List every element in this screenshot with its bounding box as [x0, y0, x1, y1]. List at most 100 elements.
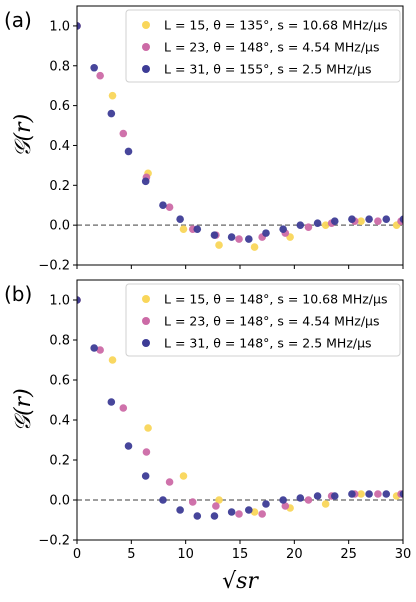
data-point-series-2 [235, 235, 243, 243]
data-point-series-3 [90, 344, 98, 352]
data-point-series-3 [245, 506, 253, 514]
data-point-series-3 [262, 500, 270, 508]
data-point-series-2 [374, 490, 382, 498]
x-axis-label: √sr [222, 569, 259, 594]
legend-entry-label: L = 31, θ = 155°, s = 2.5 MHz/µs [164, 62, 372, 77]
legend-entry-label: L = 31, θ = 148°, s = 2.5 MHz/µs [164, 336, 372, 351]
data-point-series-1 [357, 217, 365, 225]
data-point-series-3 [176, 506, 184, 514]
y-tick-label: 0.0 [49, 219, 70, 234]
data-point-series-3 [365, 490, 373, 498]
legend-entry-label: L = 23, θ = 148°, s = 4.54 MHz/µs [164, 314, 380, 329]
legend-marker [142, 339, 150, 347]
data-point-series-3 [227, 233, 236, 241]
legend-entry-label: L = 15, θ = 135°, s = 10.68 MHz/µs [164, 18, 387, 33]
y-tick-label: 1.0 [49, 294, 70, 309]
data-point-series-3 [296, 221, 305, 229]
data-point-series-1 [250, 243, 259, 251]
data-point-series-1 [215, 496, 223, 504]
data-point-series-2 [374, 217, 382, 225]
legend-marker [142, 65, 150, 73]
data-point-series-1 [179, 225, 188, 233]
data-markers [77, 296, 403, 520]
data-point-series-3 [90, 63, 98, 72]
y-tick-label: 0.8 [49, 59, 70, 74]
y-axis-label: 𝒢(r) [11, 388, 36, 431]
data-point-series-3 [382, 215, 391, 223]
y-tick-label: −0.2 [38, 259, 70, 274]
data-point-series-3 [107, 398, 116, 406]
data-point-series-3 [313, 492, 322, 500]
data-point-series-3 [330, 492, 339, 500]
data-point-series-3 [159, 496, 167, 504]
data-point-series-3 [399, 490, 403, 498]
data-point-series-3 [348, 490, 356, 498]
x-tick-label: 10 [177, 547, 194, 562]
data-point-series-3 [227, 508, 236, 516]
data-point-series-2 [165, 478, 174, 486]
legend-marker [142, 21, 150, 29]
data-point-series-3 [124, 442, 133, 450]
data-point-series-2 [304, 496, 313, 504]
data-point-series-1 [108, 91, 117, 100]
y-tick-label: −0.2 [38, 534, 70, 549]
panel-label: (a) [4, 8, 32, 32]
x-tick-label: 30 [395, 547, 412, 562]
data-point-series-3 [262, 229, 270, 237]
data-point-series-3 [141, 472, 150, 480]
data-point-series-3 [159, 201, 167, 210]
data-point-series-3 [365, 215, 373, 223]
legend-box [125, 9, 401, 83]
y-tick-label: 0.6 [49, 99, 70, 114]
y-tick-label: 0.4 [49, 139, 70, 154]
y-tick-label: 0.2 [49, 454, 70, 469]
data-point-series-1 [108, 356, 117, 364]
data-point-series-1 [321, 221, 330, 229]
data-point-series-2 [142, 448, 151, 456]
data-markers [77, 22, 403, 251]
y-tick-label: 1.0 [49, 19, 70, 34]
data-point-series-2 [258, 510, 266, 518]
data-point-series-1 [357, 490, 365, 498]
legend-marker [142, 43, 150, 51]
data-point-series-2 [304, 223, 313, 231]
y-axis-label: 𝒢(r) [11, 114, 36, 157]
data-point-series-2 [281, 502, 290, 510]
data-point-series-1 [144, 424, 152, 432]
data-point-series-3 [348, 215, 356, 223]
x-tick-label: 20 [286, 547, 303, 562]
data-point-series-2 [96, 71, 104, 80]
data-point-series-1 [215, 241, 223, 249]
data-point-series-2 [119, 404, 128, 412]
data-point-series-3 [210, 231, 219, 239]
y-tick-label: 0.2 [49, 179, 70, 194]
legend-box [125, 283, 401, 357]
y-tick-label: 0.0 [49, 494, 70, 509]
data-point-series-3 [382, 490, 391, 498]
panel-a: (a) −0.2 0.0 0.2 0.4 0.6 0.8 1.0 𝒢(r) L = 15, θ =… [4, 5, 404, 274]
x-tick-label: 25 [340, 547, 357, 562]
x-tick-label: 5 [127, 547, 135, 562]
data-point-series-3 [210, 512, 219, 520]
data-point-series-2 [235, 510, 243, 518]
data-point-series-3 [176, 215, 184, 223]
legend-marker [142, 317, 150, 325]
x-tick-label: 0 [73, 547, 81, 562]
data-point-series-2 [96, 346, 104, 354]
data-point-series-3 [124, 147, 133, 156]
data-point-series-1 [321, 500, 330, 508]
data-point-series-3 [141, 177, 150, 186]
panel-label: (b) [4, 282, 32, 306]
data-point-series-3 [77, 296, 81, 304]
legend-entry-label: L = 23, θ = 148°, s = 4.54 MHz/µs [164, 40, 380, 55]
data-point-series-3 [399, 215, 403, 223]
legend-marker [142, 295, 150, 303]
data-point-series-2 [188, 498, 197, 506]
data-point-series-2 [212, 502, 220, 510]
y-tick-label: 0.4 [49, 414, 70, 429]
data-point-series-3 [193, 512, 202, 520]
y-tick-label: 0.6 [49, 374, 70, 389]
data-point-series-3 [296, 494, 305, 502]
data-point-series-1 [179, 472, 188, 480]
